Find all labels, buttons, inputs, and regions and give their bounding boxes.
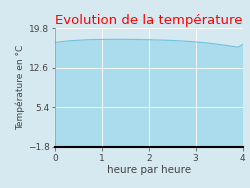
Title: Evolution de la température: Evolution de la température — [55, 14, 242, 27]
Y-axis label: Température en °C: Température en °C — [15, 45, 25, 130]
X-axis label: heure par heure: heure par heure — [107, 165, 191, 175]
